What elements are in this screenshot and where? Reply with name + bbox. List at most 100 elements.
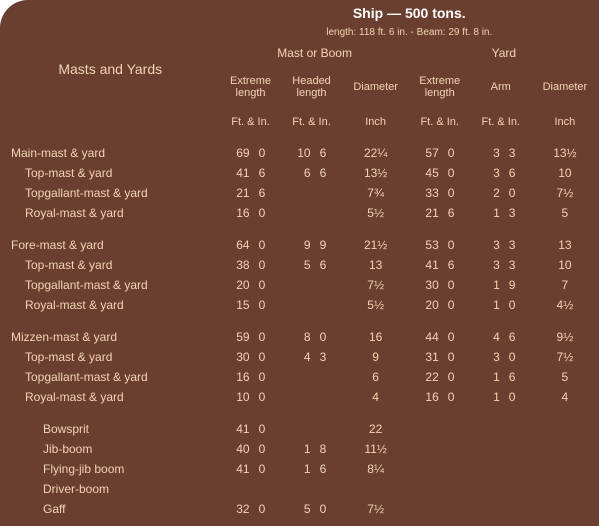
table-cell: 3 (505, 137, 531, 162)
table-cell: 9 (282, 230, 315, 255)
row-label: Flying-jib boom (1, 460, 220, 479)
table-cell: 0 (255, 388, 281, 413)
table-cell: 20 (221, 276, 254, 295)
table-cell: 4 (343, 388, 409, 413)
table-cell: 0 (444, 276, 470, 295)
table-cell: 10 (221, 388, 254, 413)
table-cell: 0 (255, 230, 281, 255)
table-cell: 0 (255, 368, 281, 387)
table-cell: 20 (410, 296, 443, 321)
table-cell: 15 (221, 296, 254, 321)
table-cell: 6 (316, 164, 342, 183)
table-cell: 22 (410, 368, 443, 387)
table-cell: 10 (282, 137, 315, 162)
table-cell: 3 (471, 348, 504, 367)
table-cell: 7½ (532, 183, 598, 202)
table-cell: 38 (221, 256, 254, 275)
table-cell: 0 (255, 137, 281, 162)
table-cell: 16 (221, 368, 254, 387)
table-cell (282, 368, 315, 387)
table-cell: 64 (221, 230, 254, 255)
table-row: Top-mast & yard4166613½4503610 (1, 164, 598, 183)
table-cell: 6 (343, 368, 409, 387)
table-cell: 13½ (343, 164, 409, 183)
table-cell: 0 (505, 348, 531, 367)
table-cell (282, 388, 315, 413)
table-cell: 1 (471, 276, 504, 295)
table-cell: 0 (255, 276, 281, 295)
row-label: Top-mast & yard (1, 164, 220, 183)
row-label: Top-mast & yard (1, 256, 220, 275)
table-cell: 32 (221, 500, 254, 525)
table-cell: 21½ (343, 230, 409, 255)
table-row: Royal-mast & yard1505½200104½ (1, 296, 598, 321)
table-cell: 0 (255, 460, 281, 479)
table-cell: 9 (343, 348, 409, 367)
table-cell: 5 (282, 256, 315, 275)
table-row: Royal-mast & yard1004160104 (1, 388, 598, 413)
table-cell: 6 (255, 164, 281, 183)
table-cell: 4 (471, 322, 504, 347)
empty-cell (410, 414, 598, 525)
table-cell: 33 (410, 183, 443, 202)
table-cell: 3 (316, 348, 342, 367)
table-cell: 40 (221, 440, 254, 459)
table-cell: 0 (255, 256, 281, 275)
table-cell: 22 (343, 414, 409, 439)
table-cell: 21 (410, 203, 443, 228)
row-label: Royal-mast & yard (1, 203, 220, 228)
table-cell (282, 480, 315, 499)
row-label: Gaff (1, 500, 220, 525)
row-label: Topgallant-mast & yard (1, 368, 220, 387)
table-cell: 0 (444, 348, 470, 367)
table-cell: 44 (410, 322, 443, 347)
col-extreme-length-mast: Extreme length (221, 67, 281, 107)
table-cell: 3 (505, 256, 531, 275)
table-cell: 16 (410, 388, 443, 413)
table-cell: 6 (316, 460, 342, 479)
table-cell: 0 (255, 414, 281, 439)
col-extreme-length-yard: Extreme length (410, 67, 470, 107)
unit-inch: Inch (532, 108, 598, 136)
table-row: Main-mast & yard69010622¼5703313½ (1, 137, 598, 162)
table-row: Topgallant-mast & yard2007½300197 (1, 276, 598, 295)
table-cell: 0 (255, 440, 281, 459)
table-cell (282, 296, 315, 321)
table-cell: 6 (505, 164, 531, 183)
table-cell: 13 (343, 256, 409, 275)
table-cell: 59 (221, 322, 254, 347)
row-label: Jib-boom (1, 440, 220, 459)
col-diameter-mast: Diameter (343, 67, 409, 107)
table-cell: 16 (221, 203, 254, 228)
table-row: Bowsprit41022 (1, 414, 598, 439)
table-cell: 22¼ (343, 137, 409, 162)
table-cell: 1 (471, 368, 504, 387)
table-cell: 3 (471, 137, 504, 162)
table-cell: 0 (444, 164, 470, 183)
table-cell: 5½ (343, 296, 409, 321)
table-cell: 0 (505, 296, 531, 321)
table-cell: 1 (471, 296, 504, 321)
table-row: Royal-mast & yard1605½216135 (1, 203, 598, 228)
table-cell: 69 (221, 137, 254, 162)
table-cell: 1 (282, 440, 315, 459)
table-cell: 6 (316, 137, 342, 162)
table-cell: 0 (316, 322, 342, 347)
table-cell: 0 (255, 500, 281, 525)
table-cell: 9½ (532, 322, 598, 347)
ship-title: Ship — 500 tons. (353, 5, 466, 21)
table-cell: 7¾ (343, 183, 409, 202)
col-group-mast: Mast or Boom (221, 40, 409, 66)
table-cell: 6 (255, 183, 281, 202)
table-row: Top-mast & yard38056134163310 (1, 256, 598, 275)
row-label: Driver-boom (1, 480, 220, 499)
table-cell (316, 296, 342, 321)
table-row: Top-mast & yard300439310307½ (1, 348, 598, 367)
table-cell: 1 (471, 388, 504, 413)
table-cell: 5 (532, 368, 598, 387)
table-cell: 16 (343, 322, 409, 347)
table-cell: 5½ (343, 203, 409, 228)
table-cell: 6 (316, 256, 342, 275)
table-cell: 41 (221, 164, 254, 183)
table-cell (221, 480, 254, 499)
